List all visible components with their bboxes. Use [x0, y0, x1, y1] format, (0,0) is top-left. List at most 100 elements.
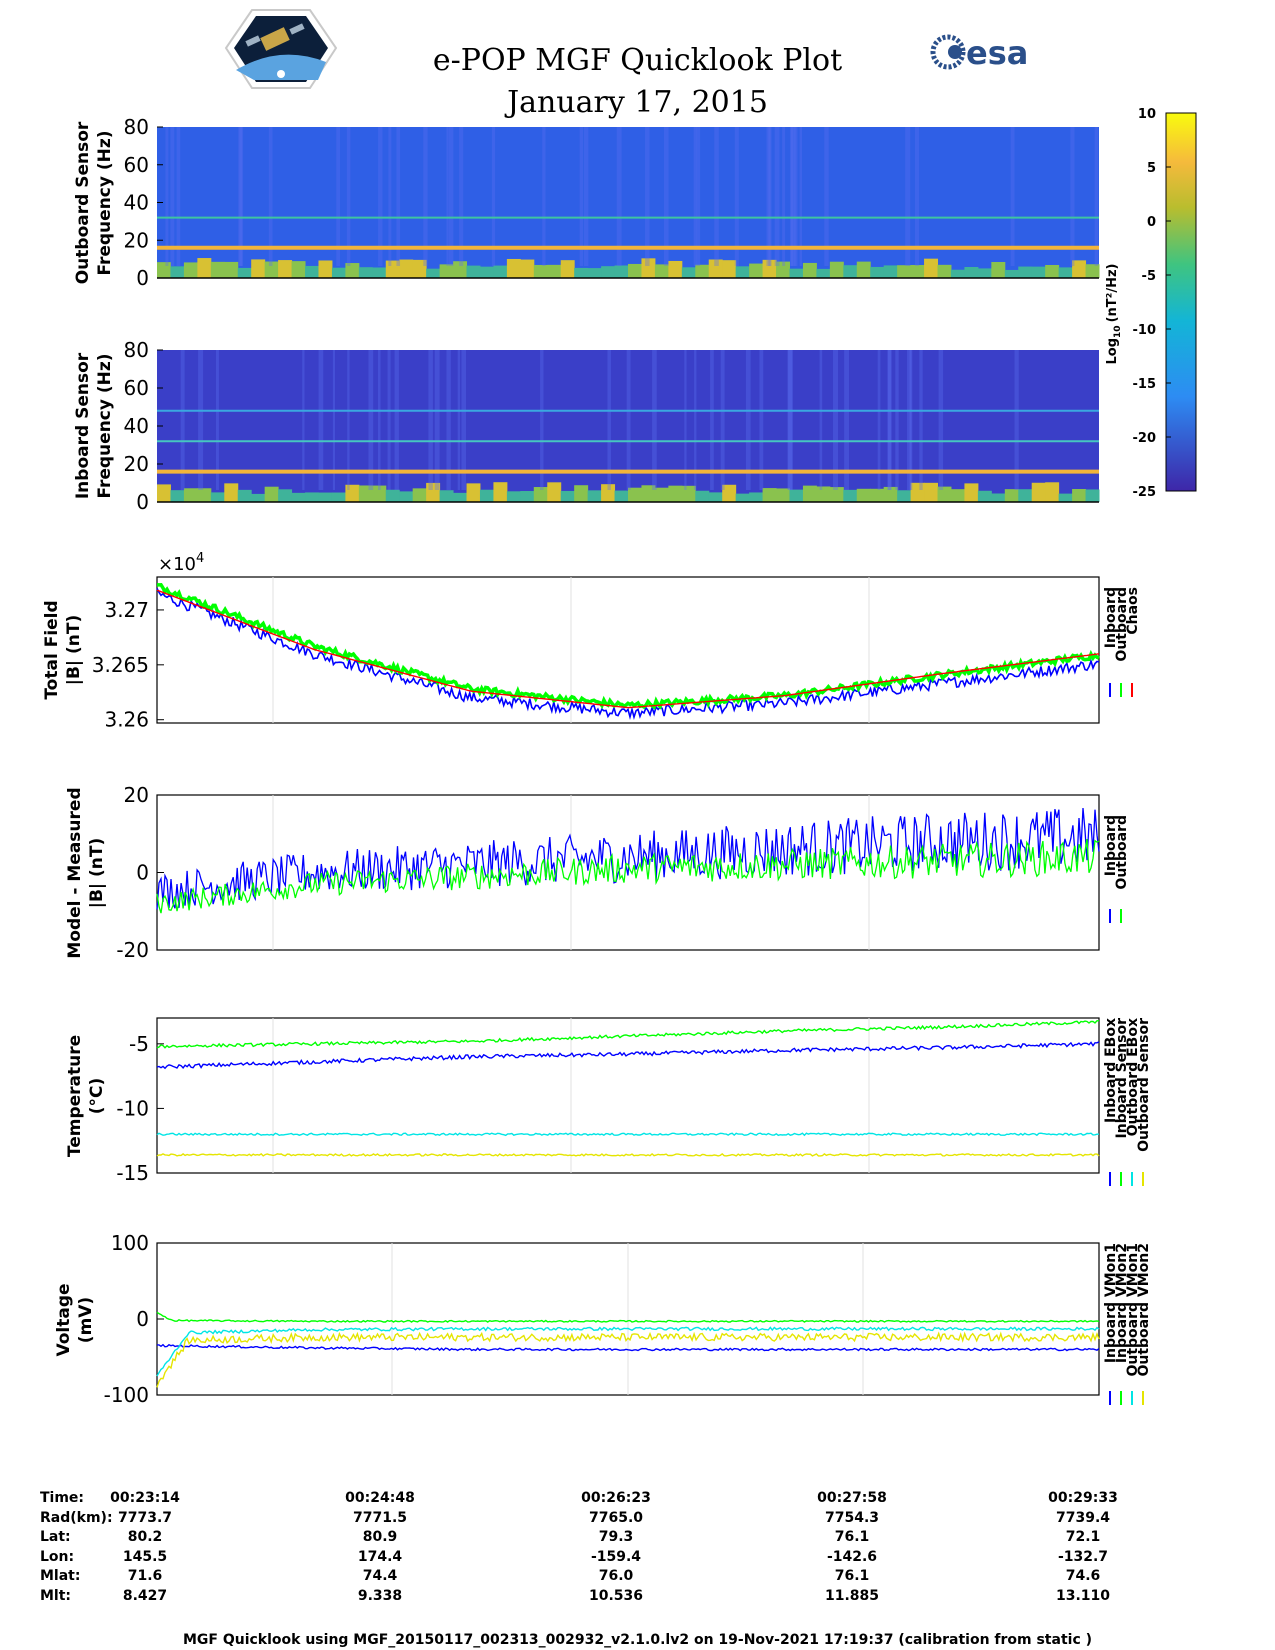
inboard-spectrogram-ytick-label: 40: [124, 414, 149, 438]
outboard-spectrogram-lowfreq-cell: [183, 262, 198, 278]
inboard-spectrogram-lowfreq-cell: [466, 483, 481, 502]
inboard-spectrogram-lowfreq-cell: [237, 489, 252, 502]
model-minus-measured-ytick-label: 0: [136, 861, 149, 885]
outboard-spectrogram-ytick-label: 0: [136, 266, 149, 290]
ephemeris-row-label: Mlt:: [40, 1587, 72, 1604]
outboard-spectrogram-lowfreq-cell: [533, 264, 548, 278]
outboard-spectrogram-streak: [774, 127, 780, 266]
outboard-spectrogram-lowfreq-cell: [883, 265, 898, 278]
inboard-spectrogram-lowfreq-cell: [762, 488, 777, 502]
ephemeris-cell: -132.7: [1057, 1548, 1109, 1565]
inboard-spectrogram-streak: [788, 350, 793, 490]
colorbar-tick-label: -10: [1133, 323, 1157, 338]
outboard-spectrogram-streak: [346, 127, 351, 266]
model-minus-measured-panel: Model - Measured |B| (nT) -20 0 20 InboardO…: [65, 783, 1130, 962]
outboard-spectrogram-lowfreq-cell: [305, 265, 319, 278]
outboard-spectrogram-lowfreq-cell: [681, 267, 696, 278]
ephemeris-cell: 71.6: [127, 1568, 163, 1584]
colorbar-tick-label: -15: [1133, 377, 1157, 392]
colorbar-tick-label: -5: [1142, 269, 1156, 284]
inboard-spectrogram-lowfreq-cell: [708, 492, 723, 502]
voltage-series-inboard-vmon2: [156, 1311, 1100, 1323]
outboard-spectrogram-lowfreq-cell: [520, 259, 535, 278]
outboard-spectrogram-lowfreq-cell: [372, 267, 387, 278]
inboard-spectrogram-lowfreq-cell: [224, 483, 239, 502]
inboard-spectrogram-lowfreq-cell: [950, 489, 965, 502]
inboard-spectrogram-streak: [540, 350, 544, 490]
model-minus-measured-ylabel-1: Model - Measured: [65, 787, 85, 958]
ephemeris-cell: 74.4: [362, 1568, 398, 1584]
inboard-spectrogram-lowfreq-cell: [843, 489, 858, 502]
voltage-legend-label: Inboard VMon2: [1114, 1243, 1130, 1363]
ephemeris-cell: 72.1: [1065, 1529, 1101, 1545]
inboard-spectrogram-streak: [833, 350, 838, 490]
outboard-spectrogram-lowfreq-cell: [493, 265, 508, 278]
voltage-ytick-label: -100: [104, 1383, 149, 1407]
outboard-spectrogram-lowfreq-cell: [291, 261, 306, 278]
inboard-spectrogram-lowfreq-cell: [479, 489, 494, 502]
outboard-spectrogram-streak: [176, 127, 181, 266]
ephemeris-cell: 76.1: [834, 1529, 870, 1545]
inboard-spectrogram-lowfreq-cell: [1058, 493, 1073, 502]
voltage-ylabel-1: Voltage: [54, 1283, 74, 1356]
outboard-spectrogram-streak: [239, 127, 243, 266]
ephemeris-cell: -159.4: [590, 1548, 642, 1565]
outboard-spectrogram-lowfreq-cell: [910, 264, 925, 278]
temperature-series-outboard-ebox: [156, 1132, 1099, 1137]
outboard-spectrogram-ylabel-2: Frequency (Hz): [95, 130, 115, 275]
inboard-spectrogram-lowfreq-cell: [385, 489, 400, 502]
inboard-spectrogram-streak: [787, 350, 793, 490]
outboard-spectrogram-streak: [790, 127, 796, 266]
ephemeris-row-label: Rad(km):: [40, 1509, 113, 1526]
plot-title: e-POP MGF Quicklook Plot: [432, 43, 843, 78]
outboard-spectrogram-ylabel-1: Outboard Sensor: [73, 121, 93, 284]
total-field-series-chaos: [156, 589, 1100, 709]
inboard-spectrogram-lowfreq-cell: [668, 485, 683, 502]
inboard-spectrogram-lowfreq-cell: [735, 493, 750, 502]
inboard-spectrogram-lowfreq-cell: [816, 486, 831, 502]
outboard-spectrogram-lowfreq-cell: [587, 268, 602, 278]
total-field-series-outboard: [156, 583, 1100, 710]
inboard-spectrogram-streak: [909, 350, 913, 490]
ephemeris-cell: 80.2: [127, 1529, 163, 1545]
outboard-spectrogram-streak: [915, 127, 920, 266]
temperature-series-inboard-ebox: [156, 1041, 1100, 1070]
inboard-spectrogram-lowfreq-cell: [776, 488, 790, 502]
inboard-spectrogram-lowfreq-cell: [897, 490, 912, 502]
ephemeris-row-label: Lat:: [40, 1529, 71, 1545]
ephemeris-cell: 9.338: [357, 1587, 403, 1604]
outboard-spectrogram-lowfreq-cell: [318, 260, 333, 278]
inboard-spectrogram-lowfreq-cell: [278, 489, 293, 502]
outboard-spectrogram-lowfreq-cell: [453, 261, 468, 278]
outboard-spectrogram-streak: [579, 127, 584, 266]
model-minus-measured-legend-label: Outboard: [1114, 815, 1130, 890]
inboard-spectrogram-lowfreq-cell: [1018, 489, 1033, 502]
inboard-spectrogram-streak: [720, 350, 725, 490]
voltage-ytick-label: 0: [136, 1307, 149, 1331]
temperature-legend-label: Outboard Sensor: [1136, 1018, 1152, 1152]
outboard-spectrogram-lowfreq-cell: [735, 266, 750, 278]
inboard-spectrogram-lowfreq-cell: [1085, 489, 1100, 502]
model-minus-measured-ylabel-2: |B| (nT): [87, 838, 107, 909]
voltage-legend-label: Outboard VMon2: [1136, 1243, 1152, 1377]
outboard-spectrogram-lowfreq-cell: [466, 265, 481, 278]
outboard-spectrogram-lowfreq-cell: [937, 264, 952, 278]
outboard-spectrogram-lowfreq-cell: [385, 260, 400, 278]
ephemeris-cell: 00:29:33: [1048, 1490, 1118, 1506]
esa-logo-icon: esa: [930, 34, 1028, 72]
inboard-spectrogram-streak: [684, 350, 687, 490]
outboard-spectrogram-ytick-label: 20: [124, 228, 149, 252]
outboard-spectrogram-lowfreq-cell: [1058, 267, 1073, 278]
outboard-spectrogram-streak: [696, 127, 701, 266]
total-field-ytick-label: 3.265: [92, 653, 149, 677]
outboard-spectrogram-background: [157, 127, 1099, 278]
total-field-ylabel-2: |B| (nT): [64, 615, 84, 686]
inboard-spectrogram-ytick-label: 80: [124, 338, 149, 362]
outboard-spectrogram-lowfreq-cell: [278, 260, 293, 278]
outboard-spectrogram-lowfreq-cell: [950, 269, 965, 278]
outboard-spectrogram-streak: [448, 127, 454, 266]
inboard-spectrogram-lowfreq-cell: [291, 492, 306, 502]
outboard-spectrogram-streak: [790, 127, 794, 266]
colorbar-tick-label: 5: [1147, 161, 1156, 176]
outboard-spectrogram-streak: [268, 127, 273, 266]
